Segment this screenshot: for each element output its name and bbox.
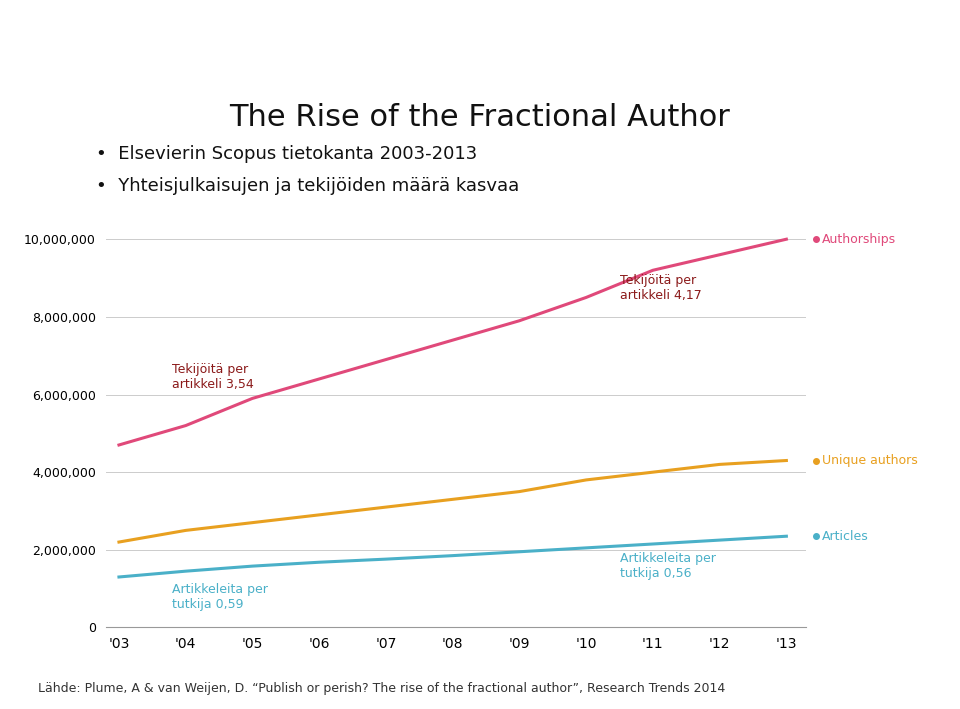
Text: TIETEELLISTEN SEURAIN VALTUUSKUNTA: TIETEELLISTEN SEURAIN VALTUUSKUNTA xyxy=(38,30,322,44)
Text: Articles: Articles xyxy=(822,530,869,542)
Text: Tekijöitä per
artikkeli 4,17: Tekijöitä per artikkeli 4,17 xyxy=(619,274,701,302)
Text: •  Yhteisjulkaisujen ja tekijöiden määrä kasvaa: • Yhteisjulkaisujen ja tekijöiden määrä … xyxy=(96,177,519,195)
Text: Lähde: Plume, A & van Weijen, D. “Publish or perish? The rise of the fractional : Lähde: Plume, A & van Weijen, D. “Publis… xyxy=(38,682,726,695)
Text: Tekijöitä per
artikkeli 3,54: Tekijöitä per artikkeli 3,54 xyxy=(173,364,254,391)
Text: Artikkeleita per
tutkija 0,56: Artikkeleita per tutkija 0,56 xyxy=(619,552,715,580)
Text: •  Elsevierin Scopus tietokanta 2003-2013: • Elsevierin Scopus tietokanta 2003-2013 xyxy=(96,145,477,163)
Text: Unique authors: Unique authors xyxy=(822,454,918,467)
Text: The Rise of the Fractional Author: The Rise of the Fractional Author xyxy=(229,103,731,132)
Text: Artikkeleita per
tutkija 0,59: Artikkeleita per tutkija 0,59 xyxy=(173,583,268,611)
Text: Authorships: Authorships xyxy=(822,233,896,246)
Text: Vetenskapliga samfundens delegation: Vetenskapliga samfundens delegation xyxy=(547,32,760,43)
